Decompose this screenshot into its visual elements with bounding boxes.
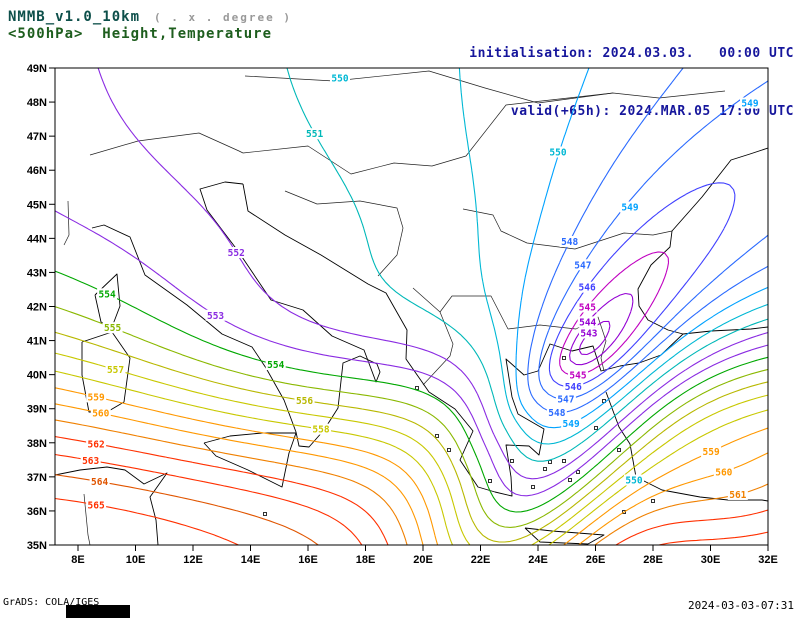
svg-text:560: 560 bbox=[92, 409, 109, 420]
contour-labels-layer: 5505515505495525535485475465455445435545… bbox=[80, 72, 760, 511]
svg-text:22E: 22E bbox=[471, 554, 491, 566]
grads-credit: GrADS: COLA/IGES bbox=[3, 597, 100, 608]
header-left: NMMB_v1.0_10km ( . x . degree ) bbox=[8, 6, 292, 25]
svg-text:24E: 24E bbox=[528, 554, 548, 566]
resolution-note: ( . x . degree ) bbox=[154, 11, 292, 24]
svg-text:49N: 49N bbox=[27, 63, 47, 75]
svg-text:564: 564 bbox=[91, 477, 108, 488]
svg-text:40N: 40N bbox=[27, 370, 47, 382]
svg-text:42N: 42N bbox=[27, 302, 47, 314]
svg-text:561: 561 bbox=[729, 490, 746, 501]
black-box bbox=[66, 605, 130, 618]
field-title: <500hPa> Height,Temperature bbox=[8, 26, 273, 42]
svg-text:39N: 39N bbox=[27, 404, 47, 416]
svg-text:46N: 46N bbox=[27, 165, 47, 177]
svg-text:554: 554 bbox=[99, 289, 116, 300]
svg-text:555: 555 bbox=[104, 323, 121, 334]
svg-text:41N: 41N bbox=[27, 336, 47, 348]
svg-text:558: 558 bbox=[312, 425, 329, 436]
svg-text:559: 559 bbox=[88, 392, 105, 403]
svg-text:12E: 12E bbox=[183, 554, 203, 566]
svg-text:562: 562 bbox=[88, 439, 105, 450]
svg-text:557: 557 bbox=[107, 365, 124, 376]
valid-time: valid(+65h): 2024.MAR.05 17:00 UTC bbox=[510, 104, 794, 119]
svg-text:48N: 48N bbox=[27, 97, 47, 109]
contours-layer bbox=[55, 68, 768, 545]
svg-text:545: 545 bbox=[579, 302, 596, 313]
svg-text:549: 549 bbox=[621, 203, 638, 214]
svg-text:565: 565 bbox=[88, 500, 105, 511]
svg-text:548: 548 bbox=[548, 408, 565, 419]
svg-text:10E: 10E bbox=[126, 554, 146, 566]
svg-text:26E: 26E bbox=[586, 554, 606, 566]
svg-text:547: 547 bbox=[574, 260, 591, 271]
svg-text:552: 552 bbox=[228, 248, 245, 259]
svg-text:546: 546 bbox=[565, 382, 582, 393]
svg-text:563: 563 bbox=[82, 456, 99, 467]
svg-text:44N: 44N bbox=[27, 233, 47, 245]
svg-text:554: 554 bbox=[267, 360, 284, 371]
svg-text:8E: 8E bbox=[71, 554, 84, 566]
svg-text:556: 556 bbox=[296, 396, 313, 407]
svg-text:30E: 30E bbox=[701, 554, 721, 566]
svg-text:550: 550 bbox=[331, 74, 348, 85]
geography-layer bbox=[55, 70, 768, 545]
svg-text:544: 544 bbox=[579, 317, 596, 328]
svg-text:550: 550 bbox=[625, 476, 642, 487]
svg-text:45N: 45N bbox=[27, 199, 47, 211]
svg-text:550: 550 bbox=[549, 148, 566, 159]
svg-text:551: 551 bbox=[306, 129, 323, 140]
svg-text:20E: 20E bbox=[413, 554, 433, 566]
svg-text:559: 559 bbox=[703, 447, 720, 458]
svg-text:560: 560 bbox=[715, 467, 732, 478]
svg-text:548: 548 bbox=[561, 237, 578, 248]
svg-text:549: 549 bbox=[563, 419, 580, 430]
svg-text:47N: 47N bbox=[27, 131, 47, 143]
svg-text:18E: 18E bbox=[356, 554, 376, 566]
svg-text:35N: 35N bbox=[27, 540, 47, 552]
svg-text:32E: 32E bbox=[758, 554, 778, 566]
svg-text:545: 545 bbox=[569, 370, 586, 381]
svg-text:37N: 37N bbox=[27, 472, 47, 484]
model-name: NMMB_v1.0_10km bbox=[8, 9, 141, 25]
header-right: initialisation: 2024.03.03. 00:00 UTC va… bbox=[469, 6, 794, 160]
svg-text:549: 549 bbox=[741, 99, 758, 110]
svg-text:28E: 28E bbox=[643, 554, 663, 566]
svg-text:553: 553 bbox=[207, 311, 224, 322]
svg-text:36N: 36N bbox=[27, 506, 47, 518]
axes-layer: 8E 10E 12E 14E 16E 18E 20E 22E 24E 26E 28E 30E 32E 49… bbox=[27, 63, 778, 566]
svg-text:547: 547 bbox=[557, 395, 574, 406]
timestamp: 2024-03-03-07:31 bbox=[688, 599, 794, 612]
svg-text:43N: 43N bbox=[27, 267, 47, 279]
svg-text:38N: 38N bbox=[27, 438, 47, 450]
svg-text:543: 543 bbox=[580, 328, 597, 339]
svg-text:546: 546 bbox=[579, 283, 596, 294]
svg-text:14E: 14E bbox=[241, 554, 261, 566]
init-time: initialisation: 2024.03.03. 00:00 UTC bbox=[469, 46, 794, 61]
svg-text:16E: 16E bbox=[298, 554, 318, 566]
